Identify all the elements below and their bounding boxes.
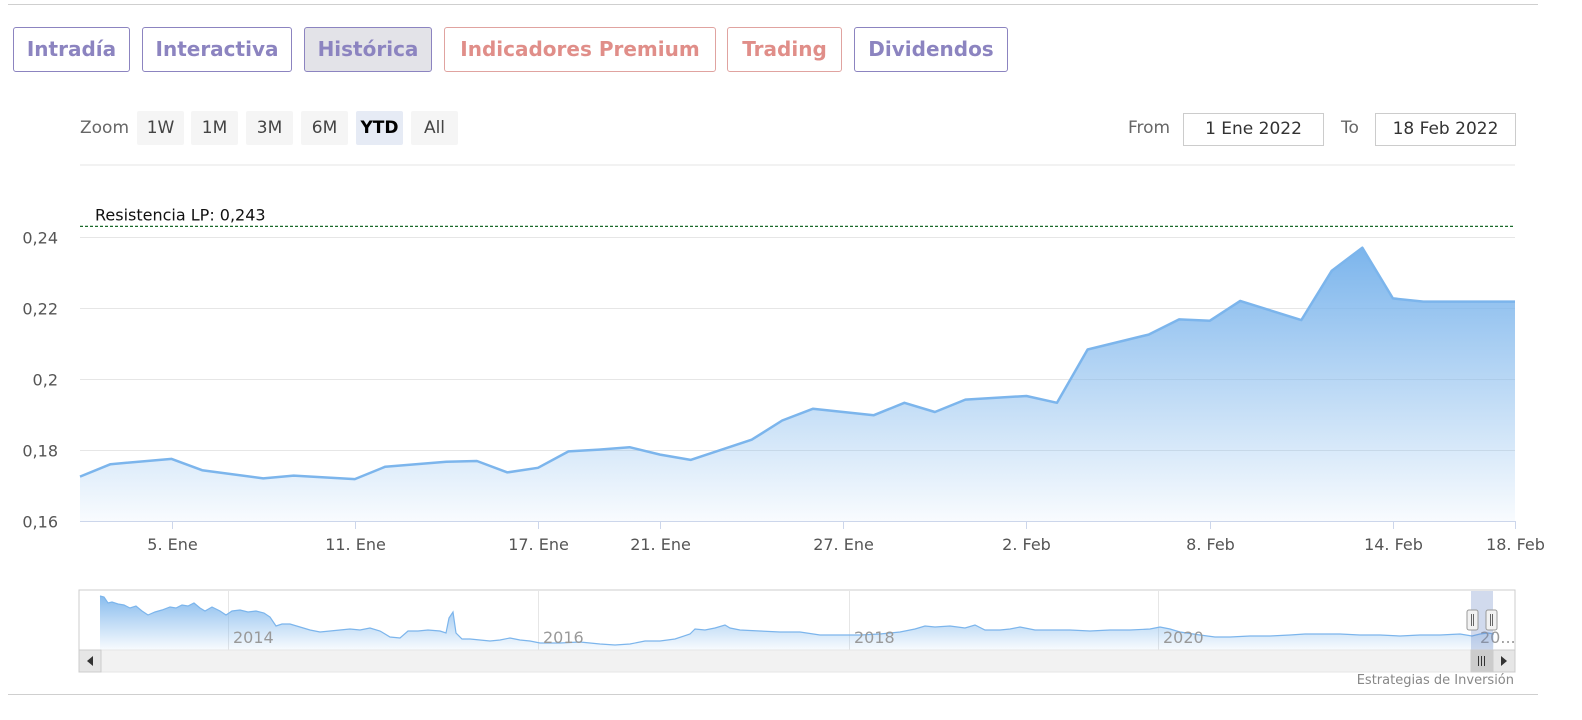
zoom-1m-button[interactable]: 1M: [191, 111, 238, 145]
x-tick-label: 21. Ene: [630, 535, 691, 554]
data-point: [537, 467, 539, 469]
series-line: [79, 246, 1515, 481]
data-point: [1483, 300, 1485, 302]
data-point: [1178, 318, 1180, 320]
data-point: [293, 474, 295, 476]
navigator-handle-left[interactable]: [1466, 609, 1479, 631]
data-point: [262, 477, 264, 479]
data-point: [781, 419, 783, 421]
navigator-area: [100, 596, 1494, 650]
data-point: [964, 398, 966, 400]
navigator-year-label: 2016: [543, 628, 584, 647]
zoom-6m-button[interactable]: 6M: [301, 111, 348, 145]
y-tick-label: 0,18: [22, 442, 58, 461]
bottom-divider: [8, 694, 1538, 695]
data-point: [903, 402, 905, 404]
zoom-all-button[interactable]: All: [411, 111, 458, 145]
tab-intradia[interactable]: Intradía: [13, 27, 130, 72]
data-point: [1025, 395, 1027, 397]
top-divider: [8, 4, 1538, 5]
arrow-right-icon: [1501, 656, 1507, 666]
navigator-line: [99, 595, 1495, 646]
arrow-left-icon: [87, 656, 93, 666]
data-point: [445, 461, 447, 463]
x-tick-label: 8. Feb: [1186, 535, 1235, 554]
y-tick-label: 0,24: [22, 229, 58, 248]
data-point: [384, 466, 386, 468]
data-point: [170, 458, 172, 460]
data-point: [659, 453, 661, 455]
y-tick-label: 0,22: [22, 300, 58, 319]
navigator-year-label: 2014: [233, 628, 274, 647]
data-point: [1361, 247, 1363, 249]
data-point: [354, 478, 356, 480]
data-point: [1239, 300, 1241, 302]
x-tick-label: 18. Feb: [1486, 535, 1545, 554]
x-tick-label: 27. Ene: [813, 535, 874, 554]
data-point: [1453, 300, 1455, 302]
navigator-year-label: 2020: [1163, 628, 1204, 647]
navigator-year-label: 20...: [1480, 628, 1516, 647]
tab-interactiva[interactable]: Interactiva: [142, 27, 292, 72]
from-label: From: [1128, 118, 1171, 138]
tab-historica[interactable]: Histórica: [304, 27, 432, 72]
tab-trading[interactable]: Trading: [727, 27, 842, 72]
to-date-input[interactable]: 18 Feb 2022: [1375, 113, 1516, 146]
zoom-label: Zoom: [80, 118, 130, 138]
x-tick-label: 11. Ene: [325, 535, 386, 554]
data-point: [689, 459, 691, 461]
scrollbar-track[interactable]: [78, 649, 1516, 673]
data-point: [1331, 270, 1333, 272]
from-date-input[interactable]: 1 Ene 2022: [1183, 113, 1324, 146]
tab-dividendos[interactable]: Dividendos: [854, 27, 1008, 72]
data-point: [812, 408, 814, 410]
zoom-1w-button[interactable]: 1W: [137, 111, 184, 145]
tab-indicadores-premium[interactable]: Indicadores Premium: [444, 27, 716, 72]
data-point: [79, 475, 81, 477]
zoom-3m-button[interactable]: 3M: [246, 111, 293, 145]
navigator-year-label: 2018: [854, 628, 895, 647]
data-point: [934, 411, 936, 413]
x-tick-label: 17. Ene: [508, 535, 569, 554]
data-point: [1086, 348, 1088, 350]
data-point: [1422, 300, 1424, 302]
data-point: [1209, 320, 1211, 322]
data-point: [1300, 319, 1302, 321]
data-point: [1392, 297, 1394, 299]
navigator-selected-range[interactable]: [1471, 591, 1493, 650]
data-point: [598, 448, 600, 450]
data-point: [1147, 333, 1149, 335]
data-point: [476, 460, 478, 462]
zoom-ytd-button[interactable]: YTD: [356, 111, 403, 145]
chart-credits[interactable]: Estrategias de Inversión: [1356, 673, 1514, 688]
x-tick-label: 2. Feb: [1002, 535, 1051, 554]
resistance-label: Resistencia LP: 0,243: [95, 205, 266, 224]
series-area: [80, 247, 1515, 521]
data-point: [567, 450, 569, 452]
navigator-handle-right[interactable]: [1485, 609, 1498, 631]
y-tick-label: 0,2: [33, 371, 58, 390]
data-point: [873, 414, 875, 416]
x-tick-label: 5. Ene: [147, 535, 197, 554]
data-point: [506, 471, 508, 473]
data-point: [1514, 300, 1516, 302]
x-tick-label: 14. Feb: [1364, 535, 1423, 554]
data-point: [109, 463, 111, 465]
data-point: [1056, 402, 1058, 404]
data-point: [751, 439, 753, 441]
y-tick-label: 0,16: [22, 513, 58, 532]
data-point: [628, 446, 630, 448]
data-point: [201, 469, 203, 471]
to-label: To: [1341, 118, 1359, 138]
